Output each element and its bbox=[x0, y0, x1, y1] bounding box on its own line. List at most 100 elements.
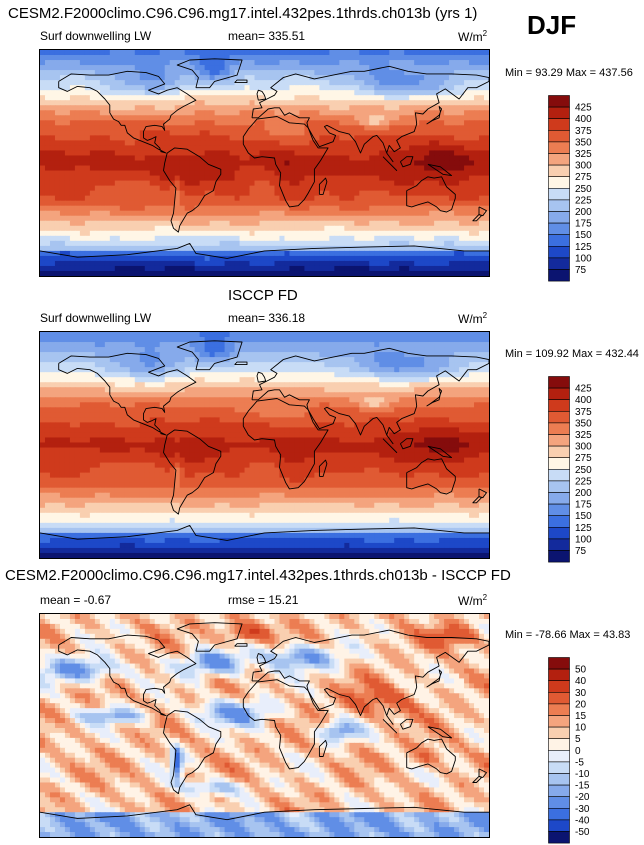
field-cell bbox=[469, 230, 475, 237]
field-cell bbox=[189, 255, 196, 262]
field-cell bbox=[194, 342, 201, 348]
field-cell bbox=[299, 377, 306, 383]
field-cell bbox=[389, 245, 395, 252]
field-cell bbox=[129, 150, 136, 157]
field-cell bbox=[304, 347, 310, 353]
field-cell bbox=[179, 130, 186, 136]
field-cell bbox=[394, 235, 400, 242]
field-cell bbox=[40, 180, 46, 187]
field-cell bbox=[404, 225, 410, 232]
field-cell bbox=[289, 195, 296, 202]
field-cell bbox=[319, 270, 325, 276]
field-cell bbox=[234, 230, 241, 237]
field-cell bbox=[144, 235, 151, 242]
field-cell bbox=[314, 60, 320, 66]
field-cell bbox=[184, 150, 191, 157]
field-cell bbox=[269, 270, 276, 276]
field-cell bbox=[449, 347, 455, 353]
field-cell bbox=[314, 190, 320, 197]
field-cell bbox=[339, 337, 345, 343]
field-cell bbox=[119, 250, 126, 257]
field-cell bbox=[334, 260, 340, 267]
field-cell bbox=[384, 347, 390, 353]
field-cell bbox=[424, 175, 430, 182]
field-cell bbox=[54, 125, 61, 131]
field-cell bbox=[249, 95, 256, 101]
field-cell bbox=[69, 60, 76, 66]
field-cell bbox=[44, 260, 51, 267]
field-cell bbox=[49, 245, 56, 252]
field-cell bbox=[189, 55, 196, 61]
field-cell bbox=[194, 170, 201, 177]
field-cell bbox=[464, 115, 470, 121]
field-cell bbox=[289, 150, 296, 157]
field-cell bbox=[44, 130, 51, 136]
field-cell bbox=[469, 130, 475, 136]
field-cell bbox=[244, 377, 251, 383]
field-cell bbox=[129, 165, 136, 172]
field-cell bbox=[349, 130, 355, 136]
field-cell bbox=[69, 145, 76, 152]
field-cell bbox=[284, 225, 291, 232]
field-cell bbox=[394, 245, 400, 252]
field-cell bbox=[259, 342, 266, 348]
field-cell bbox=[154, 352, 161, 358]
field-cell bbox=[59, 210, 66, 217]
field-cell bbox=[89, 180, 96, 187]
field-cell bbox=[339, 220, 345, 227]
field-cell bbox=[239, 170, 246, 177]
field-cell bbox=[154, 155, 161, 162]
field-cell bbox=[479, 155, 485, 162]
field-cell bbox=[89, 265, 96, 272]
field-cell bbox=[439, 100, 445, 106]
field-cell bbox=[434, 195, 440, 202]
field-cell bbox=[219, 55, 226, 61]
field-cell bbox=[349, 190, 355, 197]
field-cell bbox=[369, 337, 375, 343]
coastline bbox=[256, 89, 267, 101]
field-cell bbox=[149, 225, 156, 232]
field-cell bbox=[294, 130, 301, 136]
field-cell bbox=[194, 200, 201, 207]
field-cell bbox=[309, 170, 315, 177]
field-cell bbox=[389, 235, 395, 242]
field-cell bbox=[114, 170, 121, 177]
field-cell bbox=[40, 85, 46, 91]
field-cell bbox=[69, 372, 76, 378]
field-cell bbox=[454, 220, 460, 227]
field-cell bbox=[464, 50, 470, 56]
field-cell bbox=[114, 215, 121, 222]
field-cell bbox=[299, 255, 306, 262]
field-cell bbox=[454, 215, 460, 222]
field-cell bbox=[404, 75, 410, 81]
field-cell bbox=[194, 357, 201, 363]
field-cell bbox=[119, 140, 126, 147]
field-cell bbox=[244, 80, 251, 86]
field-cell bbox=[444, 337, 450, 343]
field-cell bbox=[364, 362, 370, 368]
field-cell bbox=[89, 80, 96, 86]
field-cell bbox=[339, 367, 345, 373]
field-cell bbox=[79, 260, 86, 267]
field-cell bbox=[164, 377, 171, 383]
field-cell bbox=[109, 362, 116, 368]
field-cell bbox=[319, 260, 325, 267]
field-cell bbox=[364, 265, 370, 272]
field-cell bbox=[44, 100, 51, 106]
field-cell bbox=[344, 155, 350, 162]
field-cell bbox=[54, 255, 61, 262]
field-cell bbox=[444, 170, 450, 177]
field-cell bbox=[164, 50, 171, 56]
field-cell bbox=[334, 372, 340, 378]
field-cell bbox=[244, 140, 251, 147]
field-cell bbox=[159, 120, 166, 126]
field-cell bbox=[179, 377, 186, 383]
field-cell bbox=[129, 215, 136, 222]
field-cell bbox=[49, 130, 56, 136]
field-cell bbox=[134, 125, 141, 131]
field-cell bbox=[254, 225, 261, 232]
field-cell bbox=[184, 170, 191, 177]
field-cell bbox=[169, 357, 176, 363]
field-cell bbox=[89, 55, 96, 61]
field-cell bbox=[40, 95, 46, 101]
